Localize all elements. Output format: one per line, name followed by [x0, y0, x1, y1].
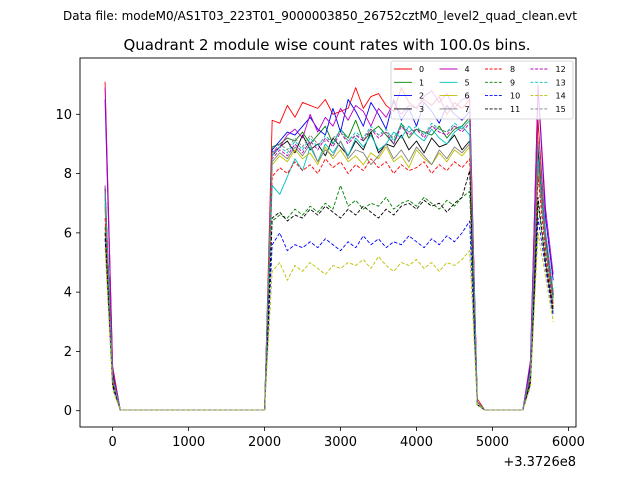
x-tick-label: 6000 [552, 435, 585, 450]
series-line-14 [104, 232, 554, 411]
legend-label-3: 3 [419, 105, 424, 114]
legend-label-4: 4 [465, 65, 470, 74]
series-line-3 [104, 131, 554, 411]
x-tick-label: 0 [109, 435, 117, 450]
legend-label-15: 15 [556, 105, 566, 114]
legend-label-13: 13 [556, 78, 566, 87]
x-tick-label: 5000 [476, 435, 509, 450]
legend-box [390, 60, 574, 120]
legend-label-11: 11 [510, 105, 520, 114]
x-tick-label: 1000 [172, 435, 205, 450]
series-line-15 [104, 119, 554, 411]
series-line-9 [104, 184, 554, 411]
series-line-0 [104, 81, 554, 411]
legend-label-9: 9 [510, 78, 515, 87]
y-tick-label: 6 [64, 226, 72, 241]
y-tick-label: 0 [64, 404, 72, 419]
x-tick-label: 4000 [400, 435, 433, 450]
x-tick-label: 2000 [248, 435, 281, 450]
series-line-12 [104, 122, 554, 411]
x-tick-label: 3000 [324, 435, 357, 450]
series-lines [104, 81, 554, 411]
legend-label-12: 12 [556, 65, 566, 74]
legend-label-5: 5 [465, 78, 470, 87]
legend-label-0: 0 [419, 65, 424, 74]
series-line-4 [104, 84, 554, 411]
plot-area [104, 81, 554, 411]
legend-label-7: 7 [465, 105, 470, 114]
series-line-8 [104, 158, 554, 411]
series-line-7 [104, 140, 554, 411]
series-line-6 [104, 146, 554, 411]
series-line-1 [104, 116, 554, 411]
legend-label-2: 2 [419, 92, 424, 101]
series-line-5 [104, 125, 554, 411]
series-line-11 [104, 170, 554, 411]
axes-frame [79, 57, 577, 428]
legend-label-6: 6 [465, 92, 470, 101]
axes: 0 1000 2000 3000 4000 5000 60000246810+3.3726e… [55, 57, 585, 470]
x-offset-label: +3.3726e8 [503, 455, 576, 470]
figure-suptitle: Data file: modeM0/AS1T03_223T01_90000038… [63, 9, 577, 23]
chart-title: Quadrant 2 module wise count rates with … [123, 36, 530, 54]
legend-label-8: 8 [510, 65, 515, 74]
y-tick-label: 10 [55, 108, 72, 123]
series-line-10 [104, 217, 554, 411]
y-tick-label: 8 [64, 167, 72, 182]
legend-label-10: 10 [510, 92, 520, 101]
y-tick-label: 4 [64, 286, 72, 301]
legend-label-14: 14 [556, 92, 566, 101]
legend-label-1: 1 [419, 78, 424, 87]
y-tick-label: 2 [64, 345, 72, 360]
